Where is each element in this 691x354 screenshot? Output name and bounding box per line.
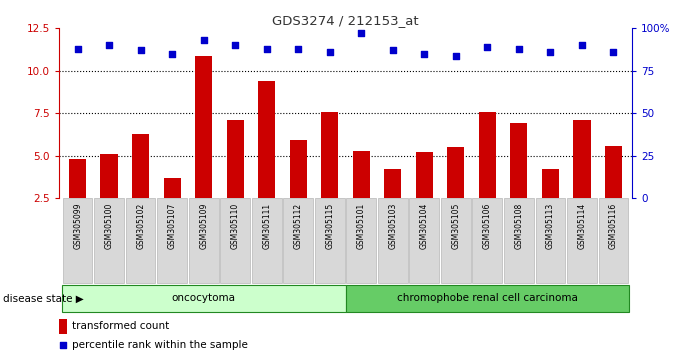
Point xyxy=(198,38,209,43)
FancyBboxPatch shape xyxy=(220,198,250,283)
FancyBboxPatch shape xyxy=(536,198,565,283)
FancyBboxPatch shape xyxy=(63,198,93,283)
Bar xyxy=(352,151,370,198)
Point xyxy=(576,42,587,48)
FancyBboxPatch shape xyxy=(410,198,439,283)
Text: disease state ▶: disease state ▶ xyxy=(3,294,84,304)
Bar xyxy=(258,81,276,198)
Bar xyxy=(542,169,559,198)
Text: GSM305101: GSM305101 xyxy=(357,202,366,249)
FancyBboxPatch shape xyxy=(158,198,187,283)
Bar xyxy=(195,56,212,198)
Bar xyxy=(479,112,496,198)
Point xyxy=(513,46,524,52)
FancyBboxPatch shape xyxy=(283,198,313,283)
Point xyxy=(387,47,398,53)
Text: GSM305104: GSM305104 xyxy=(419,202,429,249)
Point xyxy=(261,46,272,52)
Point xyxy=(229,42,240,48)
Point xyxy=(167,51,178,57)
Text: percentile rank within the sample: percentile rank within the sample xyxy=(73,341,248,350)
Text: GSM305112: GSM305112 xyxy=(294,202,303,249)
FancyBboxPatch shape xyxy=(378,198,408,283)
FancyBboxPatch shape xyxy=(346,198,376,283)
Bar xyxy=(132,134,149,198)
Point xyxy=(293,46,304,52)
Bar xyxy=(384,169,401,198)
Bar xyxy=(510,124,527,198)
Bar xyxy=(69,159,86,198)
FancyBboxPatch shape xyxy=(567,198,596,283)
Text: GSM305102: GSM305102 xyxy=(136,202,145,249)
FancyBboxPatch shape xyxy=(62,285,346,312)
Text: transformed count: transformed count xyxy=(73,321,170,331)
FancyBboxPatch shape xyxy=(473,198,502,283)
Text: GSM305100: GSM305100 xyxy=(104,202,113,249)
Text: GSM305111: GSM305111 xyxy=(262,202,272,249)
FancyBboxPatch shape xyxy=(126,198,155,283)
Point xyxy=(135,47,146,53)
Point xyxy=(356,30,367,36)
Text: GSM305108: GSM305108 xyxy=(514,202,523,249)
Bar xyxy=(164,178,181,198)
Bar xyxy=(227,120,244,198)
Point xyxy=(451,53,462,58)
Text: GSM305114: GSM305114 xyxy=(578,202,587,249)
FancyBboxPatch shape xyxy=(252,198,281,283)
Point xyxy=(324,49,335,55)
FancyBboxPatch shape xyxy=(346,285,629,312)
Title: GDS3274 / 212153_at: GDS3274 / 212153_at xyxy=(272,14,419,27)
Point xyxy=(608,49,619,55)
Text: oncocytoma: oncocytoma xyxy=(171,293,236,303)
Point xyxy=(104,42,115,48)
Text: GSM305116: GSM305116 xyxy=(609,202,618,249)
FancyBboxPatch shape xyxy=(441,198,471,283)
Text: GSM305115: GSM305115 xyxy=(325,202,334,249)
Bar xyxy=(100,154,118,198)
Bar xyxy=(605,145,622,198)
Point xyxy=(419,51,430,57)
Text: GSM305107: GSM305107 xyxy=(168,202,177,249)
FancyBboxPatch shape xyxy=(189,198,218,283)
Bar xyxy=(59,319,67,334)
Text: GSM305103: GSM305103 xyxy=(388,202,397,249)
Text: chromophobe renal cell carcinoma: chromophobe renal cell carcinoma xyxy=(397,293,578,303)
Bar xyxy=(415,152,433,198)
FancyBboxPatch shape xyxy=(315,198,345,283)
Point xyxy=(482,44,493,50)
Bar xyxy=(290,141,307,198)
Text: GSM305110: GSM305110 xyxy=(231,202,240,249)
FancyBboxPatch shape xyxy=(95,198,124,283)
FancyBboxPatch shape xyxy=(598,198,628,283)
Text: GSM305099: GSM305099 xyxy=(73,202,82,249)
Point xyxy=(72,46,83,52)
Point xyxy=(57,343,68,348)
Text: GSM305105: GSM305105 xyxy=(451,202,460,249)
Bar xyxy=(573,120,591,198)
FancyBboxPatch shape xyxy=(504,198,533,283)
Bar xyxy=(447,147,464,198)
Bar xyxy=(321,112,339,198)
Text: GSM305106: GSM305106 xyxy=(483,202,492,249)
Text: GSM305109: GSM305109 xyxy=(199,202,208,249)
Text: GSM305113: GSM305113 xyxy=(546,202,555,249)
Point xyxy=(545,49,556,55)
